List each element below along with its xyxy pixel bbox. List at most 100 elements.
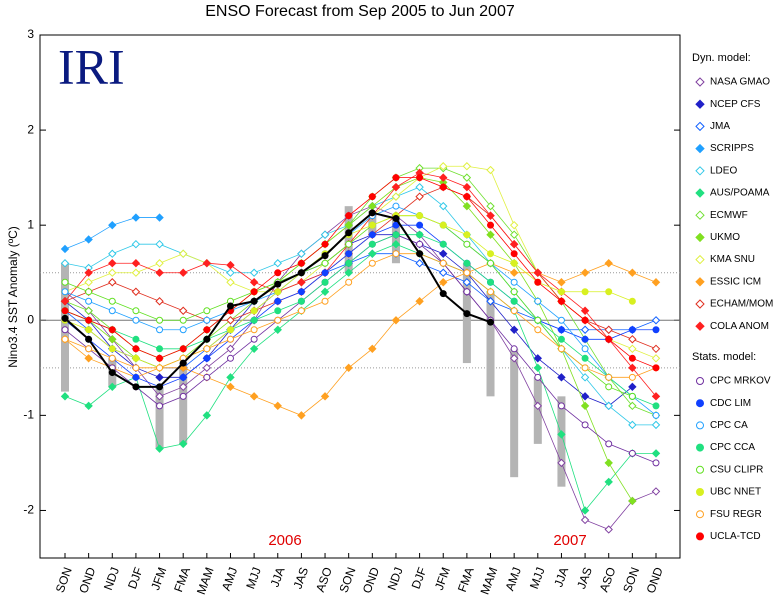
legend-marker [695,121,705,132]
data-point [249,268,259,277]
legend-item: SCRIPPS [695,143,754,154]
data-point [439,249,448,258]
data-point [651,344,661,354]
data-point [202,411,212,420]
data-point [580,306,590,315]
data-point [61,326,69,334]
legend-marker [695,166,705,176]
data-point [203,354,211,362]
data-point [392,174,400,182]
data-point [580,515,590,525]
data-point [628,297,636,305]
data-point [345,250,353,258]
data-point [392,250,400,258]
data-point [226,344,235,354]
legend-label: KMA SNU [710,254,755,265]
data-point [628,354,636,362]
range-bar [557,396,566,487]
data-point [439,201,448,211]
data-point [416,231,424,239]
data-point [61,288,69,296]
legend-label: UBC NNET [710,487,761,498]
legend-item: JMA [695,121,730,132]
data-point [628,449,636,457]
data-point [463,231,471,239]
data-point [108,345,116,353]
legend-item: NCEP CFS [695,99,761,110]
data-point [60,297,70,306]
data-point [557,458,566,468]
data-point [581,354,589,362]
data-point [108,382,117,392]
data-point [297,278,306,287]
data-point [463,269,471,277]
data-point [463,240,471,248]
data-point [84,401,93,411]
data-point [581,335,589,343]
data-point [320,287,330,296]
data-point [628,373,636,381]
data-point [486,201,495,211]
data-point [345,212,353,220]
data-point [416,240,424,248]
observed-point [416,250,424,258]
data-point [415,192,424,201]
data-point [416,212,424,220]
data-point [132,373,140,381]
data-point [61,278,69,286]
data-point [178,306,188,315]
legend-label: LDEO [710,165,737,176]
data-point [274,297,282,305]
data-point [580,268,590,277]
data-point [628,382,637,392]
data-point [510,307,518,315]
data-point [605,440,613,448]
data-point [203,326,211,334]
data-point [85,297,93,305]
data-point [462,173,472,182]
data-point [509,230,519,239]
legend-item: CPC CCA [696,442,755,453]
data-point [628,401,637,411]
data-point [85,288,93,296]
data-point [415,259,424,268]
legend-label: CPC CA [710,420,748,431]
observed-point [297,269,305,277]
data-point [178,439,188,449]
data-point [202,363,212,373]
data-point [155,268,164,277]
data-point [155,392,164,401]
data-point [533,363,543,373]
data-point [131,239,141,249]
data-point [580,401,590,411]
observed-point [132,383,140,391]
logo: IRI [58,38,125,94]
data-point [580,506,590,515]
data-point [651,354,661,363]
legend-item: CDC LIM [696,398,751,409]
legend-marker [696,532,704,541]
data-point [416,221,424,229]
data-point [557,316,565,324]
data-point [557,402,565,410]
data-point [604,325,613,334]
data-point [605,373,613,381]
data-point [463,193,471,201]
data-point [651,278,661,287]
data-point [368,344,377,354]
data-point [179,345,187,353]
data-point [108,259,117,268]
data-point [628,420,637,430]
legend-label: CDC LIM [710,398,751,409]
data-point [321,297,329,305]
data-point [226,373,235,382]
data-point [581,288,589,296]
legend-marker [695,232,705,243]
data-point [156,345,164,353]
data-point [108,335,117,344]
legend-marker [696,488,704,496]
data-point [179,316,187,324]
data-point [439,268,448,277]
legend-item: ESSIC ICM [695,276,761,287]
data-point [509,220,519,230]
